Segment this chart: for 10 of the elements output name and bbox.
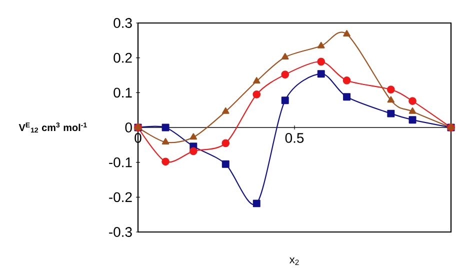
y-tick-label: 0: [125, 122, 132, 132]
y-tick-label: 0.3: [114, 18, 132, 28]
y-tick-label: 0.2: [114, 52, 132, 63]
x-tick-label: 0.5: [285, 133, 304, 143]
y-tick-label: -0.1: [109, 157, 132, 168]
y-tick-label: 0.1: [114, 88, 132, 98]
y-tick-label: -0.2: [109, 192, 132, 202]
x-axis-title: x$_{2}$: [290, 258, 299, 265]
y-axis-title: V$^{E}$$_{12}$ cm$^{3}$ mol$^{-1}$: [18, 122, 87, 132]
y-tick-label: -0.3: [109, 227, 132, 237]
